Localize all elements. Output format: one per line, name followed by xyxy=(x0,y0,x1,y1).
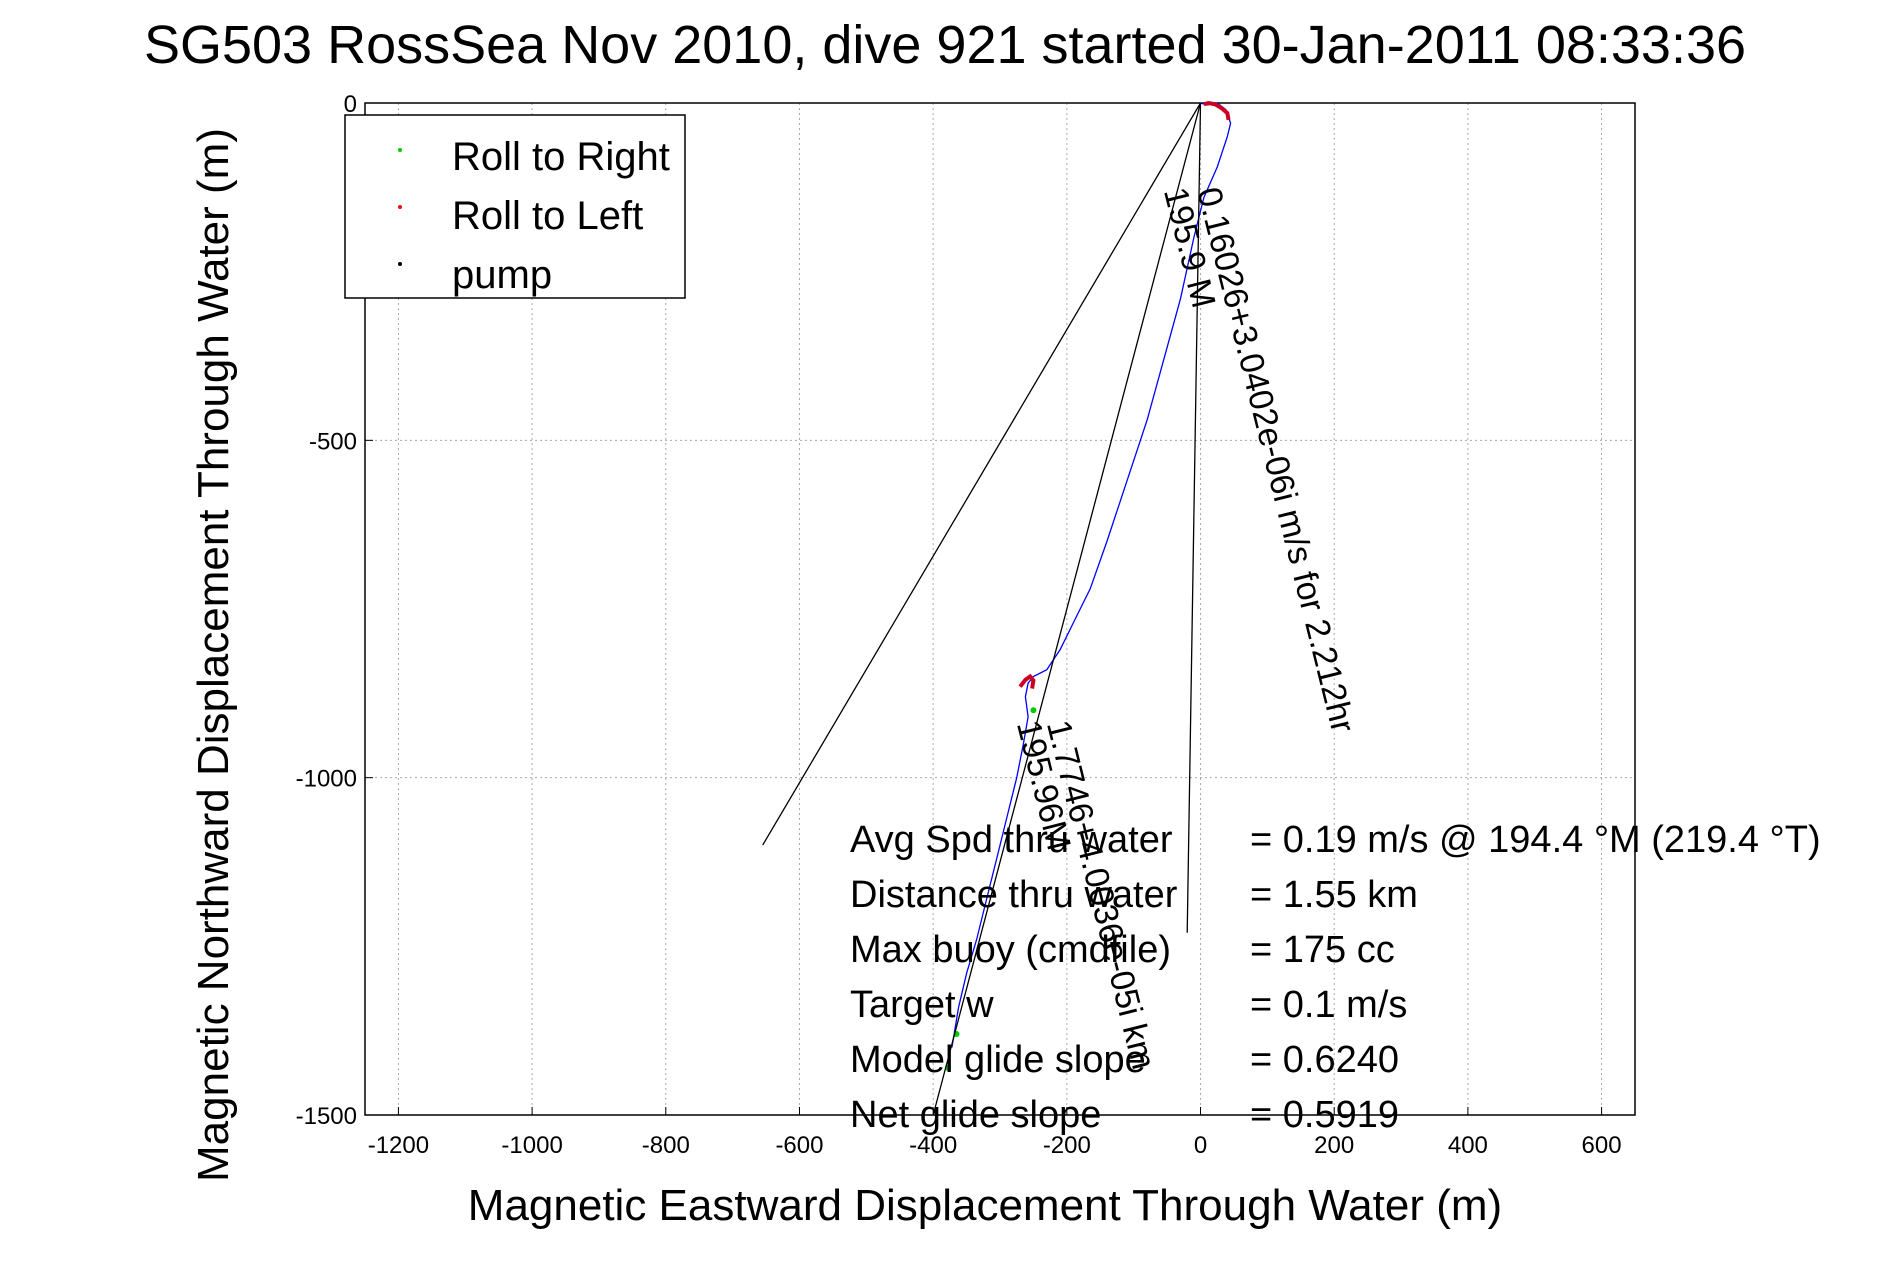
stat-label: Target w xyxy=(850,984,994,1026)
legend-marker-roll-left xyxy=(398,205,402,209)
x-tick-label: -1200 xyxy=(368,1132,429,1159)
stat-value: = 1.55 km xyxy=(1250,874,1418,916)
y-axis-label: Magnetic Northward Displacement Through … xyxy=(189,128,238,1182)
roll-left-segments-segment xyxy=(1018,673,1036,689)
stat-label: Distance thru water xyxy=(850,874,1178,916)
pump-lines-segment xyxy=(762,102,1202,846)
x-tick-label: -400 xyxy=(909,1132,957,1159)
y-tick-label: 0 xyxy=(344,91,357,118)
legend-label-roll-right: Roll to Right xyxy=(452,135,670,179)
legend-label-pump: pump xyxy=(452,253,552,297)
y-tick-label: -500 xyxy=(309,428,357,455)
stat-value: = 0.6240 xyxy=(1250,1039,1399,1081)
track-line xyxy=(951,102,1232,1048)
legend-marker-pump xyxy=(398,262,402,266)
plot-frame xyxy=(364,102,1636,1116)
stat-value: = 0.5919 xyxy=(1250,1094,1399,1136)
stat-label: Model glide slope xyxy=(850,1039,1146,1081)
legend-marker-roll-right xyxy=(398,148,402,152)
stat-label: Net glide slope xyxy=(850,1094,1101,1136)
x-tick-label: -200 xyxy=(1043,1132,1091,1159)
roll-right-point xyxy=(1030,707,1037,714)
track-annotation: 0.16026+3.0402e-06i m/s for 2.212hr xyxy=(1189,183,1361,736)
x-tick-label: 600 xyxy=(1582,1132,1622,1159)
series-layer xyxy=(762,100,1232,1116)
stat-value: = 0.1 m/s xyxy=(1250,984,1407,1026)
pump-lines-segment xyxy=(1186,102,1202,933)
x-tick-label: -800 xyxy=(642,1132,690,1159)
stat-label: Max buoy (cmdfile) xyxy=(850,929,1171,971)
stat-value: = 175 cc xyxy=(1250,929,1395,971)
y-axis-ticks: 0 -500 -1000 -1500 xyxy=(296,91,373,1130)
x-tick-label: -600 xyxy=(775,1132,823,1159)
roll-left-segments-segment xyxy=(1203,100,1231,121)
y-tick-label: -1500 xyxy=(296,1103,357,1130)
legend-label-roll-left: Roll to Left xyxy=(452,194,643,238)
x-axis-label: Magnetic Eastward Displacement Through W… xyxy=(468,1181,1502,1230)
y-tick-label: -1000 xyxy=(296,766,357,793)
x-tick-label: 200 xyxy=(1314,1132,1354,1159)
x-tick-label: -1000 xyxy=(501,1132,562,1159)
legend: Roll to Right Roll to Left pump xyxy=(344,114,686,299)
x-axis-ticks: -1200 -1000 -800 -600 -400 -200 0 200 400 600 xyxy=(368,1107,1622,1159)
pump-lines-segment xyxy=(932,102,1202,1116)
chart-title: SG503 RossSea Nov 2010, dive 921 started… xyxy=(144,15,1746,75)
stat-value: = 0.19 m/s @ 194.4 °M (219.4 °T) xyxy=(1250,819,1821,861)
stat-label: Avg Spd thru water xyxy=(850,819,1173,861)
x-tick-label: 400 xyxy=(1448,1132,1488,1159)
x-tick-label: 0 xyxy=(1194,1132,1207,1159)
stats-block: Avg Spd thru water = 0.19 m/s @ 194.4 °M… xyxy=(850,819,1821,1136)
